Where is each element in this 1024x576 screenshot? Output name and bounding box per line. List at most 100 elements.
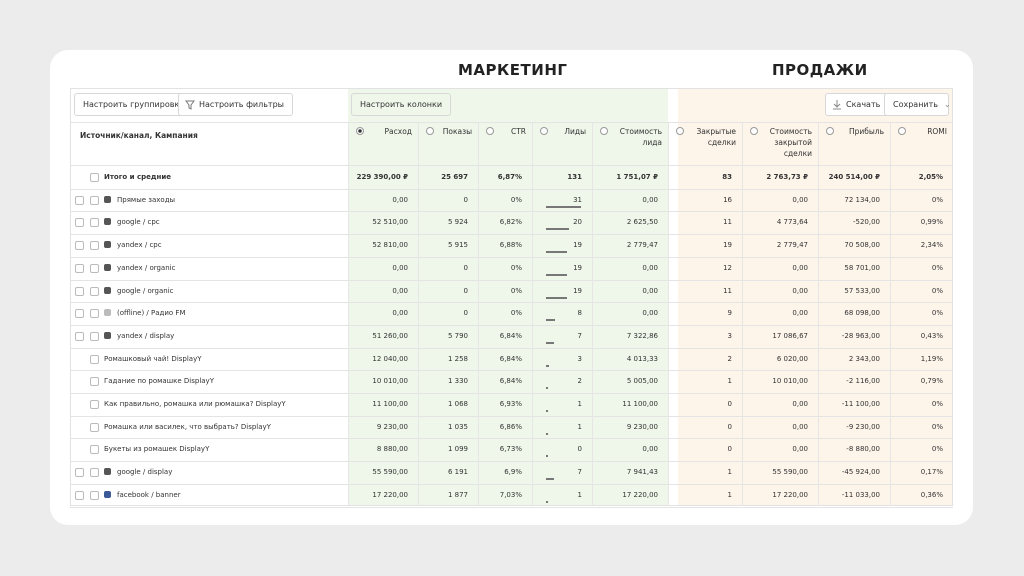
table-frame [70, 88, 953, 506]
checkbox[interactable] [90, 173, 99, 182]
row-line [70, 438, 953, 439]
column-header: Стоимость лида [610, 126, 662, 148]
checkbox[interactable] [90, 445, 99, 454]
radio[interactable] [750, 127, 758, 135]
row-line [70, 325, 953, 326]
cell-value: -520,00 [853, 218, 880, 226]
expand-toggle[interactable] [75, 332, 84, 341]
filters-button[interactable]: Настроить фильтры [178, 93, 293, 116]
columns-button[interactable]: Настроить колонки [351, 93, 451, 116]
cell-value: 55 590,00 [772, 468, 808, 476]
radio[interactable] [898, 127, 906, 135]
cell-value: 0% [932, 196, 943, 204]
cell-value: 7 [578, 332, 582, 340]
cell-value: 6,93% [500, 400, 522, 408]
checkbox[interactable] [90, 309, 99, 318]
grouping-button[interactable]: Настроить группировки [74, 93, 193, 116]
checkbox[interactable] [90, 468, 99, 477]
col-line [668, 122, 669, 506]
column-header: Стоимость закрытой сделки [760, 126, 812, 159]
lead-bar [546, 206, 581, 208]
cell-value: 2,05% [919, 173, 943, 181]
cell-value: 7,03% [500, 491, 522, 499]
cell-value: 4 013,33 [627, 355, 658, 363]
expand-toggle[interactable] [75, 241, 84, 250]
expand-toggle[interactable] [75, 264, 84, 273]
header-bottom-line [70, 165, 953, 166]
expand-toggle[interactable] [75, 287, 84, 296]
cell-value: 0% [932, 287, 943, 295]
cell-value: 55 590,00 [372, 468, 408, 476]
cell-value: 6,9% [504, 468, 522, 476]
lead-bar [546, 455, 548, 457]
cell-value: 11 100,00 [622, 400, 658, 408]
checkbox[interactable] [90, 355, 99, 364]
column-header: Прибыль [836, 126, 884, 137]
cell-value: 19 [723, 241, 732, 249]
cell-value: 1 877 [448, 491, 468, 499]
checkbox[interactable] [90, 287, 99, 296]
col-line [478, 122, 479, 506]
expand-toggle[interactable] [75, 309, 84, 318]
row-line [70, 302, 953, 303]
cell-value: 7 322,86 [627, 332, 658, 340]
cell-value: 6,82% [500, 218, 522, 226]
row-line [70, 234, 953, 235]
checkbox[interactable] [90, 218, 99, 227]
radio[interactable] [426, 127, 434, 135]
cell-value: 2 763,73 ₽ [766, 173, 808, 181]
cell-value: 0,00 [642, 196, 658, 204]
cell-value: 4 773,64 [777, 218, 808, 226]
source-icon [104, 287, 111, 294]
cell-value: 25 697 [441, 173, 468, 181]
cell-value: 6,88% [500, 241, 522, 249]
checkbox[interactable] [90, 332, 99, 341]
download-button[interactable]: Скачать [825, 93, 889, 116]
cell-value: 12 [723, 264, 732, 272]
expand-toggle[interactable] [75, 218, 84, 227]
radio[interactable] [826, 127, 834, 135]
cell-value: 5 915 [448, 241, 468, 249]
checkbox[interactable] [90, 491, 99, 500]
cell-value: 0,00 [792, 287, 808, 295]
cell-value: 1 068 [448, 400, 468, 408]
cell-value: 1 330 [448, 377, 468, 385]
expand-toggle[interactable] [75, 196, 84, 205]
cell-value: 0 [464, 287, 468, 295]
save-button[interactable]: Сохранить⌄ [884, 93, 949, 116]
cell-value: 5 790 [448, 332, 468, 340]
cell-value: 2 [728, 355, 732, 363]
expand-toggle[interactable] [75, 491, 84, 500]
cell-value: -8 880,00 [846, 445, 880, 453]
checkbox[interactable] [90, 196, 99, 205]
lead-bar [546, 365, 549, 367]
radio[interactable] [540, 127, 548, 135]
cell-value: 7 [578, 468, 582, 476]
radio[interactable] [486, 127, 494, 135]
cell-value: 0,00 [642, 445, 658, 453]
checkbox[interactable] [90, 377, 99, 386]
radio[interactable] [600, 127, 608, 135]
cell-value: 0 [728, 423, 732, 431]
cell-value: 0% [932, 400, 943, 408]
column-header: Лиды [550, 126, 586, 137]
checkbox[interactable] [90, 423, 99, 432]
radio[interactable] [356, 127, 364, 135]
cell-value: 0% [932, 445, 943, 453]
checkbox[interactable] [90, 264, 99, 273]
cell-value: 19 [573, 264, 582, 272]
save-label: Сохранить [893, 100, 938, 109]
checkbox[interactable] [90, 400, 99, 409]
cell-value: -9 230,00 [846, 423, 880, 431]
cell-value: 1 [578, 423, 582, 431]
cell-value: 1 [728, 491, 732, 499]
expand-toggle[interactable] [75, 468, 84, 477]
lead-bar [546, 342, 554, 344]
checkbox[interactable] [90, 241, 99, 250]
radio[interactable] [676, 127, 684, 135]
cell-value: 0,00 [792, 423, 808, 431]
source-name: yandex / cpc [117, 241, 162, 249]
source-icon [104, 468, 111, 475]
source-name: google / cpc [117, 218, 160, 226]
